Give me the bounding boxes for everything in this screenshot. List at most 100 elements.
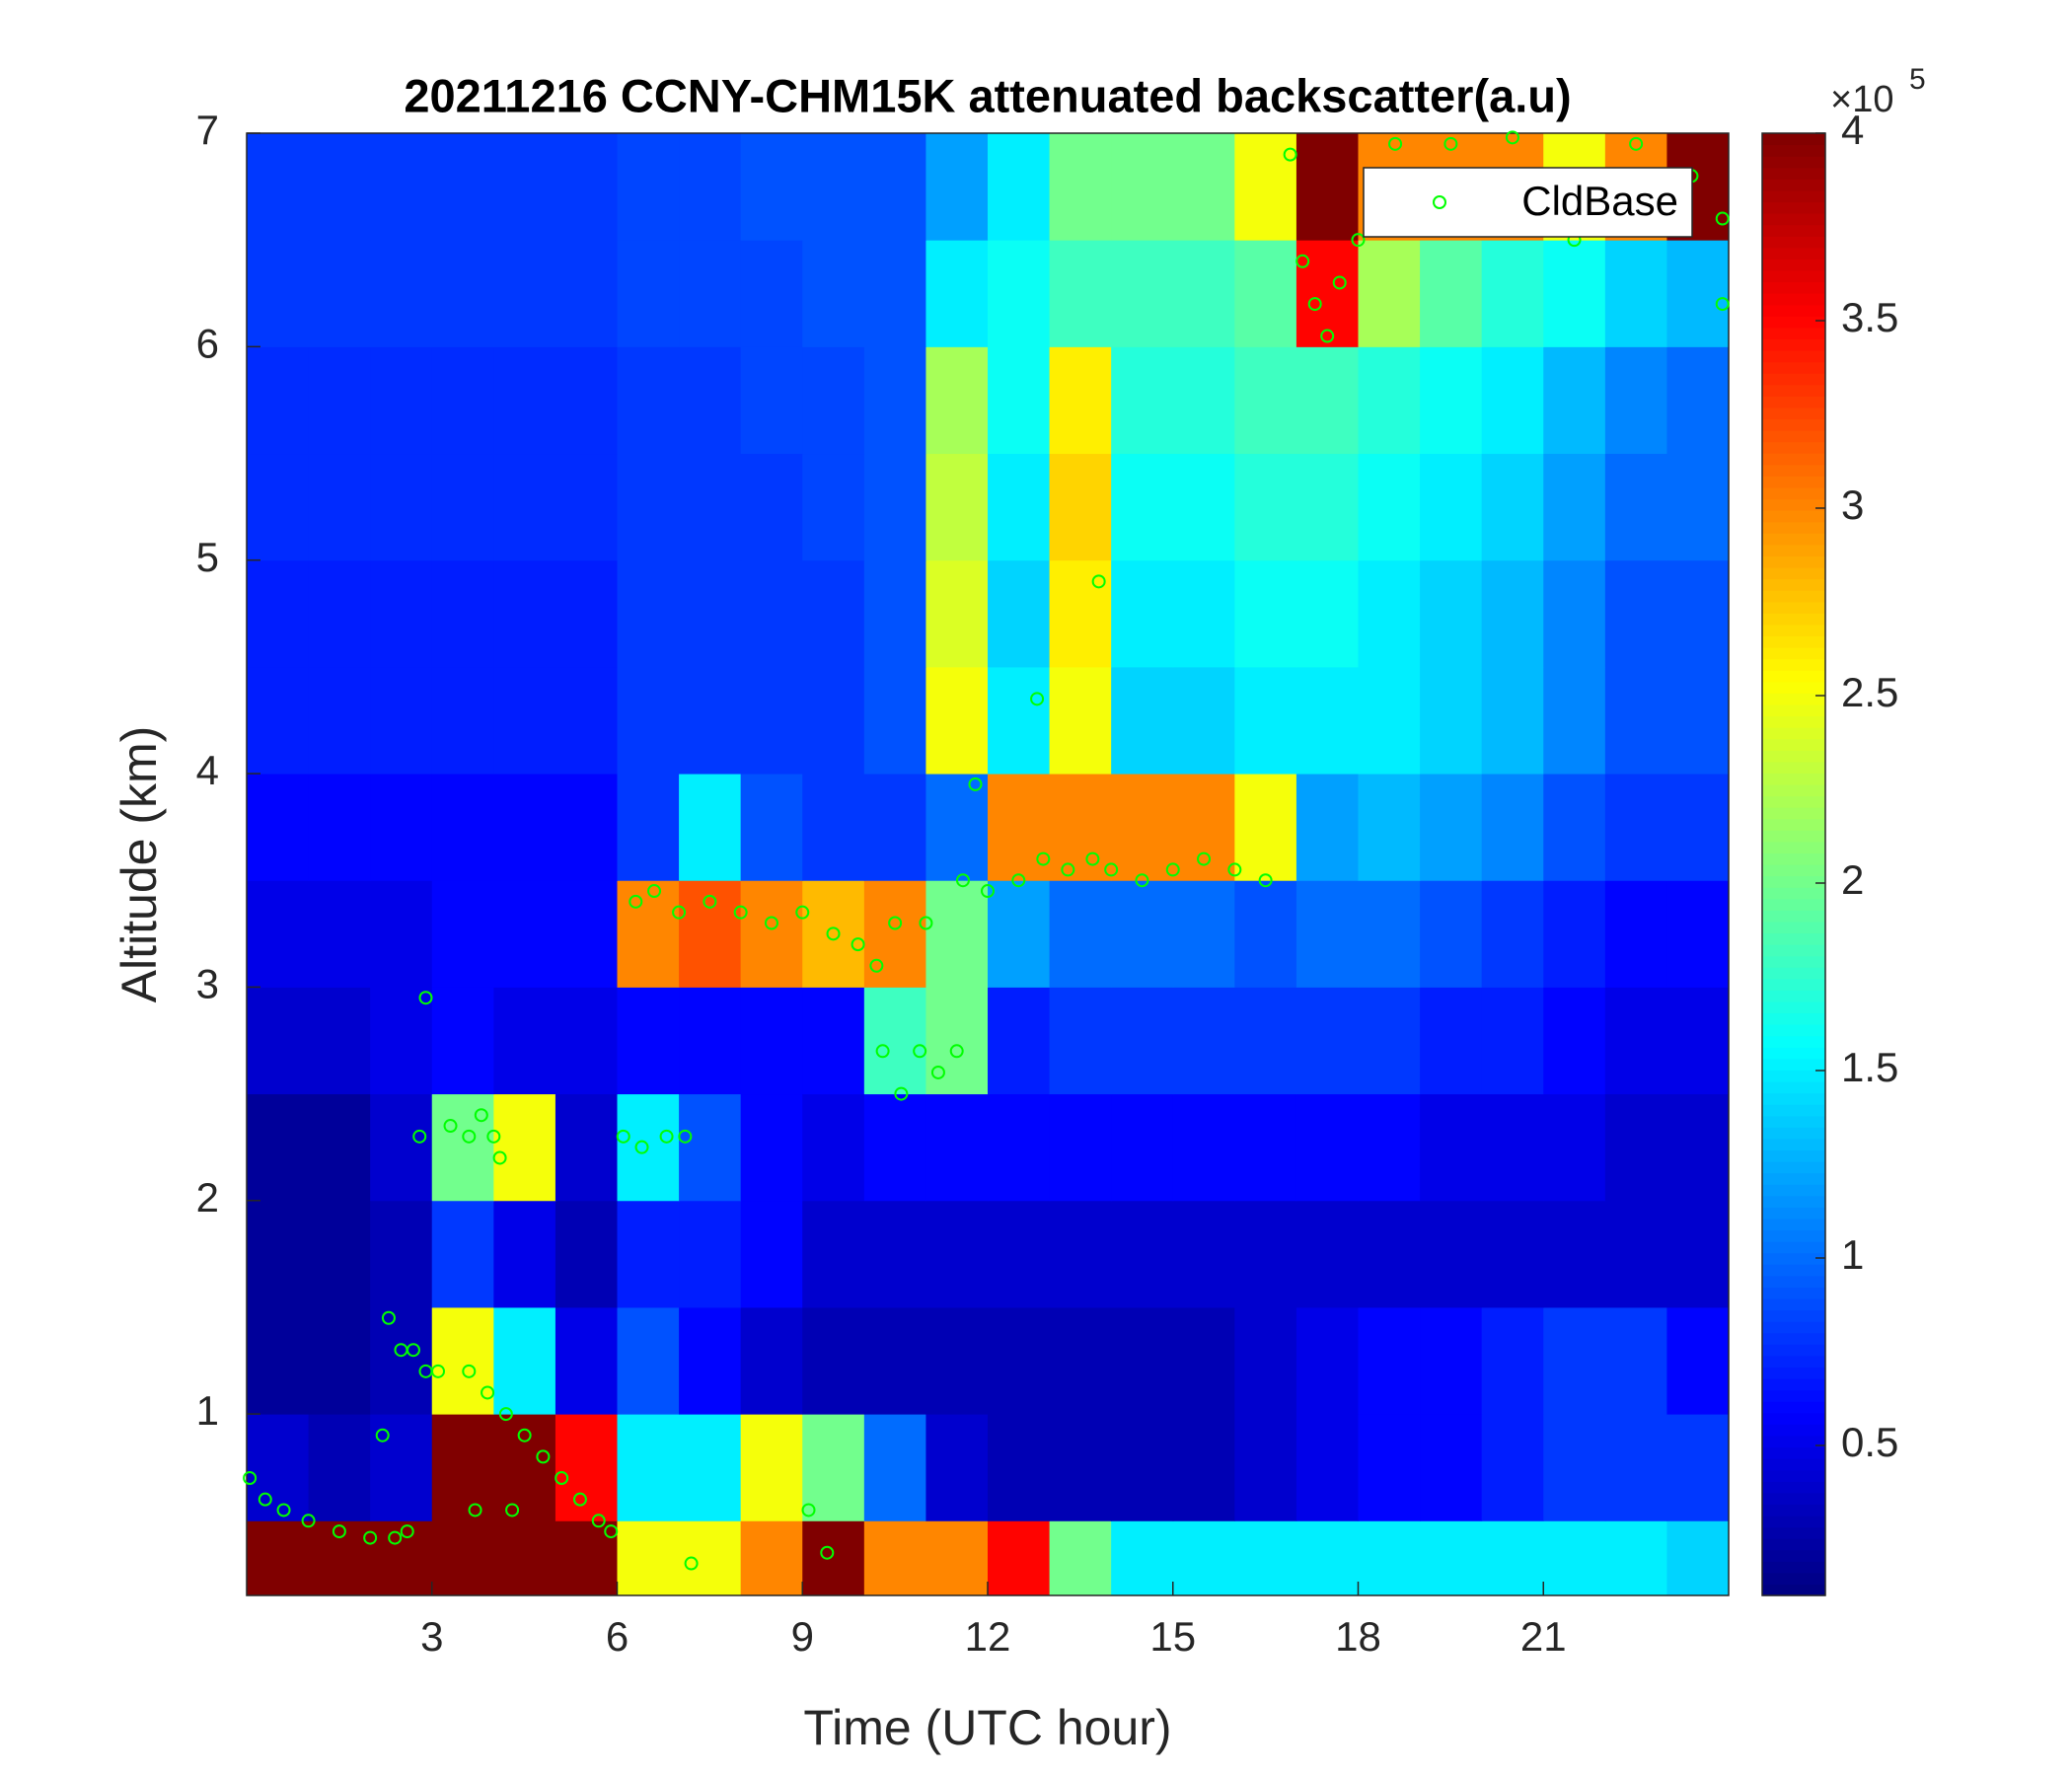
heat-cell [493,559,556,668]
heat-cell [370,453,433,561]
heat-cell [1049,1093,1112,1202]
heat-cell [555,1520,618,1596]
heat-cell [431,346,494,455]
cloud-base-point [703,894,717,909]
cloud-base-point [955,873,970,888]
heat-cell [493,1093,556,1202]
cloud-base-point [243,1471,258,1486]
cloud-base-point [1135,873,1149,888]
heat-cell [1111,987,1174,1095]
colorbar-step [1762,898,1825,911]
legend-marker [1433,195,1446,209]
colorbar-step [1762,1367,1825,1379]
x-axis-label: Time (UTC hour) [803,1700,1171,1755]
heat-cell [863,666,926,775]
heat-cell [679,987,742,1095]
heat-cell [740,880,803,988]
heat-cell [802,987,865,1095]
heat-cell [1358,1200,1421,1308]
heat-cell [247,240,310,347]
heat-cell [1358,453,1421,561]
heat-cell [925,1520,989,1596]
colorbar-step [1762,647,1825,660]
heat-cell [1666,880,1730,988]
cloud-base-point [1388,136,1403,151]
heat-cell [431,987,494,1095]
colorbar-step [1762,1504,1825,1517]
heat-cell [1666,1093,1730,1202]
colorbar-tick-label: 3.5 [1841,294,1898,340]
cloud-base-point [1227,862,1242,877]
heat-cell [863,1200,926,1308]
heat-cell [1295,559,1359,668]
heat-cell [679,1306,742,1415]
colorbar-step [1762,373,1825,386]
heat-cell [1111,880,1174,988]
colorbar-step [1762,236,1825,249]
heat-cell [802,453,865,561]
heat-cell [493,240,556,347]
heat-cell [1604,987,1667,1095]
colorbar-step [1762,1172,1825,1185]
cloud-base-point [1258,873,1273,888]
cloud-base-point [826,926,841,941]
x-tick-label: 12 [965,1613,1011,1660]
heat-cell [863,1093,926,1202]
heat-cell [1172,774,1235,881]
cloud-base-point [481,1385,495,1400]
colorbar-step [1762,921,1825,934]
cloud-base-point [851,937,865,952]
cloud-base-point [733,905,748,920]
heat-cell [1481,346,1544,455]
heat-cell [1234,559,1297,668]
colorbar-step [1762,189,1825,203]
heat-cell [1604,1200,1667,1308]
heat-cell [1604,1093,1667,1202]
colorbar-step [1762,1355,1825,1369]
colorbar-step [1762,1481,1825,1494]
heat-cell [555,240,618,347]
cloud-base-point [1085,851,1100,866]
heat-cell [802,240,865,347]
colorbar-step [1762,613,1825,626]
heat-cell [679,453,742,561]
colorbar-step [1762,1572,1825,1586]
y-tick-label: 1 [196,1387,219,1434]
heat-cell [740,240,803,347]
colorbar-exponent: 5 [1909,63,1926,96]
colorbar-step [1762,1047,1825,1060]
heat-cell [1420,559,1483,668]
colorbar-step [1762,715,1825,728]
colorbar-step [1762,578,1825,591]
colorbar-step [1762,1127,1825,1140]
heat-cell [1234,1306,1297,1415]
colorbar-step [1762,327,1825,340]
heat-cell [802,133,865,241]
heat-cell [679,666,742,775]
colorbar-step [1762,201,1825,214]
cloud-base-point [431,1364,446,1378]
heat-cell [1234,880,1297,988]
heat-cell [925,453,989,561]
heat-cell [1111,559,1174,668]
heat-cell [1049,774,1112,881]
colorbar-step [1762,703,1825,717]
heat-cell [1111,346,1174,455]
heat-cell [308,774,371,881]
heat-cell [1172,987,1235,1095]
colorbar-step [1762,955,1825,968]
heat-cell [1234,666,1297,775]
heat-cell [617,1520,680,1596]
heat-cell [370,559,433,668]
heat-cell [740,1200,803,1308]
colorbar-step [1762,1229,1825,1242]
heat-cell [1420,1520,1483,1596]
colorbar-step [1762,1184,1825,1197]
cloud-base-point [1715,297,1730,312]
colorbar-step [1762,453,1825,466]
colorbar-step [1762,658,1825,671]
heat-cell [1543,453,1606,561]
x-tick-label: 6 [606,1613,629,1660]
cloud-base-point [634,1140,649,1154]
